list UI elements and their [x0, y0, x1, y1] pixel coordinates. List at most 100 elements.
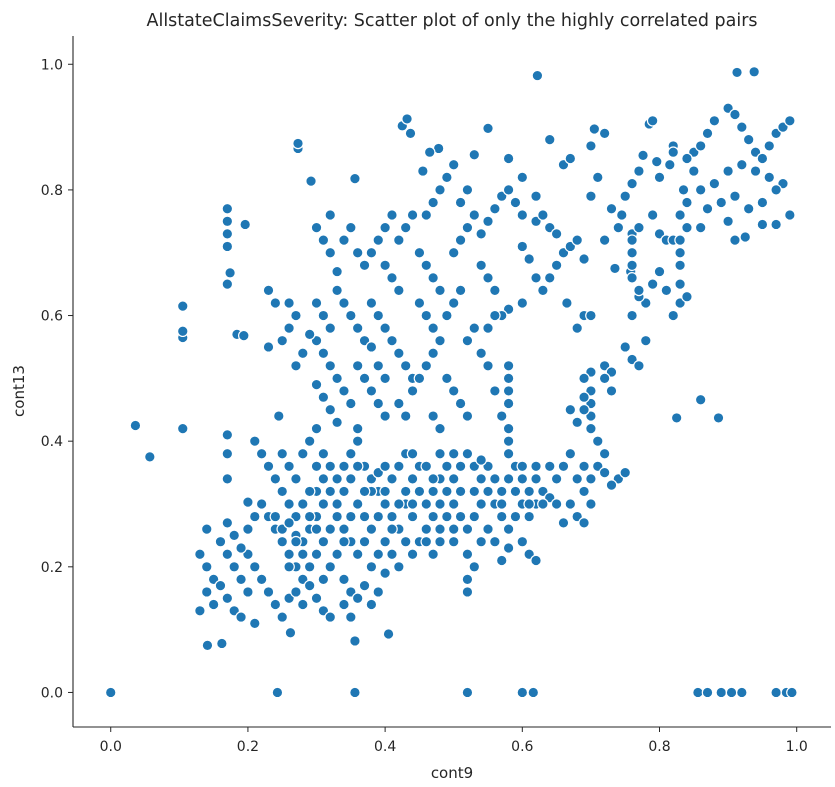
data-point	[489, 284, 501, 297]
data-point	[379, 221, 391, 234]
data-point	[382, 628, 395, 640]
data-point	[255, 498, 268, 510]
data-point	[770, 184, 782, 196]
data-point	[468, 485, 481, 498]
data-point	[324, 209, 337, 221]
data-point	[619, 341, 632, 353]
data-point	[296, 598, 309, 611]
data-point	[144, 451, 156, 463]
data-point	[489, 473, 501, 485]
data-point	[303, 561, 316, 573]
data-point	[585, 309, 597, 322]
data-point	[475, 454, 487, 466]
data-point	[406, 548, 419, 561]
data-point	[677, 184, 690, 196]
data-point	[296, 447, 309, 460]
data-point	[722, 165, 734, 177]
data-point	[310, 460, 323, 473]
data-point	[475, 535, 487, 548]
data-point	[626, 177, 638, 190]
data-point	[393, 234, 405, 246]
data-point	[207, 598, 220, 611]
data-point	[221, 202, 234, 215]
data-point	[527, 686, 540, 699]
data-point	[701, 202, 714, 215]
data-point	[674, 246, 686, 259]
data-point	[283, 460, 295, 473]
data-point	[345, 447, 357, 460]
data-point	[694, 221, 707, 234]
data-point	[482, 523, 494, 535]
data-point	[523, 485, 535, 498]
data-point	[221, 429, 234, 441]
data-point	[637, 149, 649, 162]
data-point	[262, 586, 275, 598]
data-point	[365, 523, 378, 535]
y-tick-label: 0.8	[41, 183, 63, 199]
data-point	[605, 202, 618, 215]
data-point	[201, 639, 214, 652]
data-point	[324, 460, 337, 473]
x-tick-label: 0.2	[237, 739, 259, 755]
data-point	[317, 473, 330, 485]
data-point	[331, 265, 343, 278]
data-point	[242, 496, 254, 508]
data-point	[317, 573, 330, 586]
data-point	[379, 485, 391, 498]
data-point	[296, 498, 309, 510]
data-point	[303, 485, 316, 498]
data-point	[461, 410, 474, 422]
data-point	[386, 523, 398, 535]
data-point	[736, 121, 748, 133]
data-point	[502, 542, 515, 554]
data-point	[461, 184, 474, 196]
data-point	[351, 246, 364, 259]
data-point	[571, 322, 583, 334]
data-point	[692, 686, 704, 699]
data-point	[393, 284, 405, 297]
data-point	[694, 140, 707, 152]
data-point	[338, 535, 350, 548]
data-point	[129, 419, 142, 432]
data-point	[221, 240, 234, 253]
data-point	[578, 485, 590, 498]
data-point	[756, 196, 769, 209]
data-point	[441, 485, 453, 498]
data-point	[502, 422, 515, 435]
data-point	[537, 209, 549, 221]
data-point	[283, 498, 295, 510]
data-point	[290, 586, 302, 598]
data-point	[585, 422, 597, 435]
data-point	[351, 548, 364, 561]
data-point	[715, 196, 728, 209]
data-point	[365, 598, 378, 611]
data-point	[434, 334, 446, 347]
data-point	[214, 535, 227, 548]
data-point	[461, 573, 474, 586]
data-point	[731, 66, 743, 79]
data-point	[420, 535, 433, 548]
data-point	[365, 385, 378, 397]
data-point	[468, 510, 481, 523]
data-point	[345, 473, 357, 485]
data-point	[290, 309, 302, 322]
data-point	[358, 259, 371, 272]
data-point	[372, 548, 385, 561]
data-point	[317, 391, 330, 403]
y-tick-label: 0.2	[41, 560, 63, 576]
data-point	[564, 403, 577, 416]
data-point	[310, 221, 323, 234]
data-point	[598, 372, 611, 385]
data-point	[739, 231, 752, 243]
data-point	[221, 215, 234, 228]
data-point	[550, 259, 563, 272]
data-point	[399, 485, 412, 498]
x-axis-title: cont9	[431, 764, 473, 782]
data-point	[427, 510, 439, 523]
data-point	[324, 322, 337, 334]
data-point	[200, 586, 213, 598]
data-point	[475, 259, 487, 272]
data-point	[516, 460, 529, 473]
data-point	[729, 190, 741, 202]
